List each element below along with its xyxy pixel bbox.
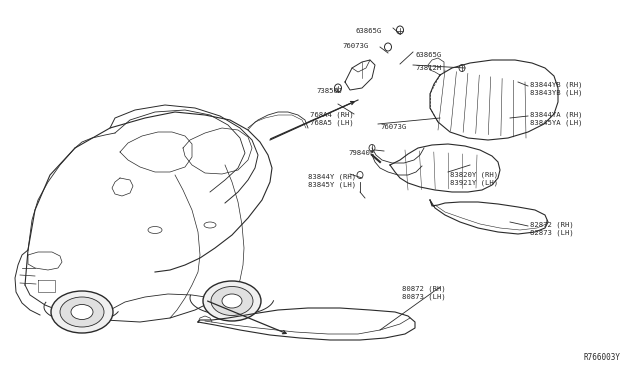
- Text: 63865G: 63865G: [415, 52, 441, 58]
- Ellipse shape: [51, 291, 113, 333]
- Text: 79840E: 79840E: [348, 150, 374, 156]
- Text: 83844Y (RH)
83845Y (LH): 83844Y (RH) 83845Y (LH): [308, 174, 356, 189]
- Ellipse shape: [357, 171, 363, 179]
- Text: 80872 (RH)
80873 (LH): 80872 (RH) 80873 (LH): [402, 285, 445, 299]
- Ellipse shape: [459, 64, 465, 71]
- Text: 768A4 (RH)
768A5 (LH): 768A4 (RH) 768A5 (LH): [310, 112, 354, 126]
- Text: 76073G: 76073G: [342, 43, 368, 49]
- Ellipse shape: [148, 227, 162, 234]
- Ellipse shape: [222, 294, 242, 308]
- Text: 82872 (RH)
82873 (LH): 82872 (RH) 82873 (LH): [530, 222, 573, 237]
- Ellipse shape: [385, 43, 392, 51]
- Text: 83844YB (RH)
83843YB (LH): 83844YB (RH) 83843YB (LH): [530, 82, 582, 96]
- Text: 76073G: 76073G: [380, 124, 406, 130]
- Ellipse shape: [60, 297, 104, 327]
- Ellipse shape: [204, 222, 216, 228]
- Ellipse shape: [203, 281, 261, 321]
- Ellipse shape: [369, 144, 375, 151]
- Text: R766003Y: R766003Y: [583, 353, 620, 362]
- Text: 83844YA (RH)
83845YA (LH): 83844YA (RH) 83845YA (LH): [530, 112, 582, 126]
- Ellipse shape: [71, 305, 93, 320]
- Text: 63865G: 63865G: [355, 28, 381, 34]
- Ellipse shape: [335, 84, 342, 92]
- Ellipse shape: [397, 26, 403, 34]
- Ellipse shape: [211, 286, 253, 315]
- Text: 73812H: 73812H: [415, 65, 441, 71]
- Text: 83820Y (RH)
83921Y (LH): 83820Y (RH) 83921Y (LH): [450, 172, 498, 186]
- Text: 73856J: 73856J: [316, 88, 342, 94]
